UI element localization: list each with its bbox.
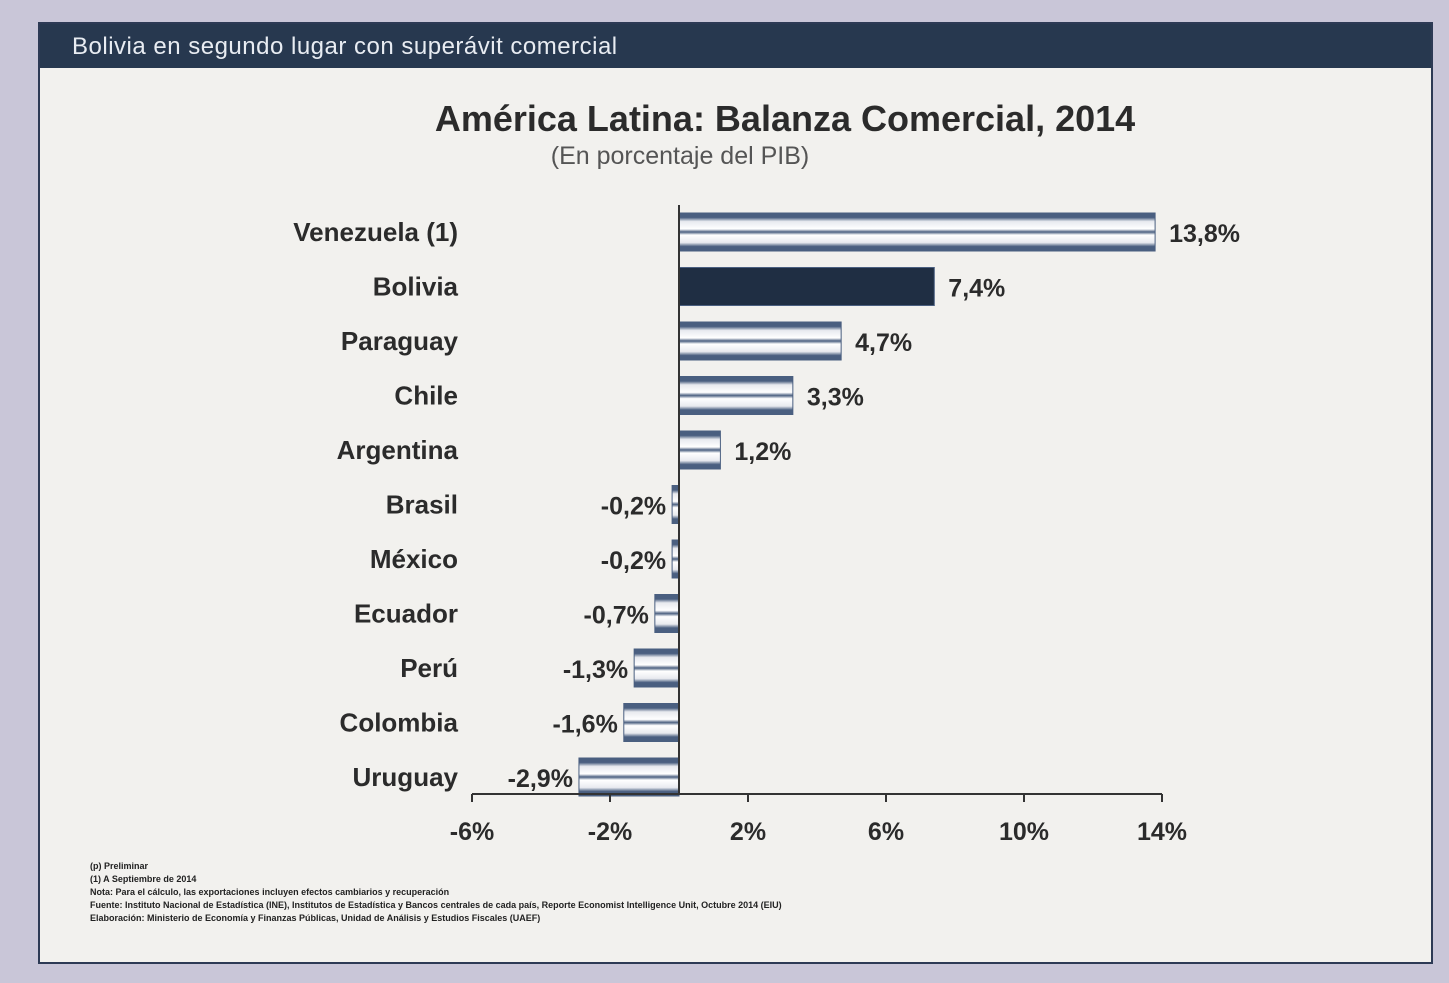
bar: [678, 430, 721, 470]
bar: [654, 594, 680, 633]
value-label: -2,9%: [508, 765, 573, 793]
footnote-line: Fuente: Instituto Nacional de Estadístic…: [90, 900, 782, 910]
x-tick-label: 2%: [730, 818, 766, 846]
value-label: 7,4%: [948, 275, 1005, 303]
footnotes: (p) Preliminar (1) A Septiembre de 2014 No…: [90, 860, 1410, 925]
x-tick-label: 10%: [999, 818, 1049, 846]
category-label: Argentina: [337, 435, 459, 465]
bar: [678, 376, 794, 415]
footnote-line: (1) A Septiembre de 2014: [90, 874, 197, 884]
x-tick-label: 6%: [868, 818, 904, 846]
bar: [671, 485, 680, 524]
category-label: Paraguay: [341, 326, 459, 356]
bar: [578, 757, 680, 797]
category-label: Perú: [400, 653, 458, 683]
footnote-line: Nota: Para el cálculo, las exportaciones…: [90, 887, 450, 897]
value-label: -0,2%: [601, 547, 666, 575]
category-label: Chile: [394, 381, 458, 411]
banner-text: Bolivia en segundo lugar con superávit c…: [72, 33, 618, 60]
category-label: Venezuela (1): [293, 217, 458, 247]
value-label: -0,7%: [584, 602, 649, 630]
bar: [633, 648, 680, 688]
value-label: -1,6%: [552, 711, 617, 739]
bar-highlight: [678, 267, 935, 306]
footnote-line: Elaboración: Ministerio de Economía y Fi…: [90, 913, 541, 923]
chart-card: Bolivia en segundo lugar con superávit c…: [38, 22, 1433, 964]
bar: [623, 703, 680, 742]
x-tick-label: -2%: [588, 818, 632, 846]
value-label: -0,2%: [601, 493, 666, 521]
bar: [678, 321, 842, 361]
category-label: Uruguay: [353, 762, 459, 792]
chart-subtitle: (En porcentaje del PIB): [550, 142, 810, 170]
value-label: 4,7%: [855, 329, 912, 357]
bar-chart: Venezuela (1) 13,8% Bolivia 7,4% Paraguay 4,7…: [293, 205, 1240, 846]
category-label: Bolivia: [373, 272, 459, 302]
header-banner: Bolivia en segundo lugar con superávit c…: [40, 24, 1431, 68]
footnote-line: (p) Preliminar: [90, 861, 149, 871]
x-tick-label: -6%: [450, 818, 494, 846]
x-tick-label: 14%: [1137, 818, 1187, 846]
category-label: Colombia: [340, 708, 459, 738]
value-label: -1,3%: [563, 656, 628, 684]
value-label: 13,8%: [1169, 220, 1240, 248]
category-label: Brasil: [386, 490, 458, 520]
bar: [678, 212, 1156, 252]
category-label: México: [370, 544, 458, 574]
category-label: Ecuador: [354, 599, 458, 629]
bar: [671, 539, 680, 579]
value-label: 1,2%: [734, 438, 791, 466]
value-label: 3,3%: [807, 384, 864, 412]
chart-title: América Latina: Balanza Comercial, 2014: [434, 98, 1136, 139]
